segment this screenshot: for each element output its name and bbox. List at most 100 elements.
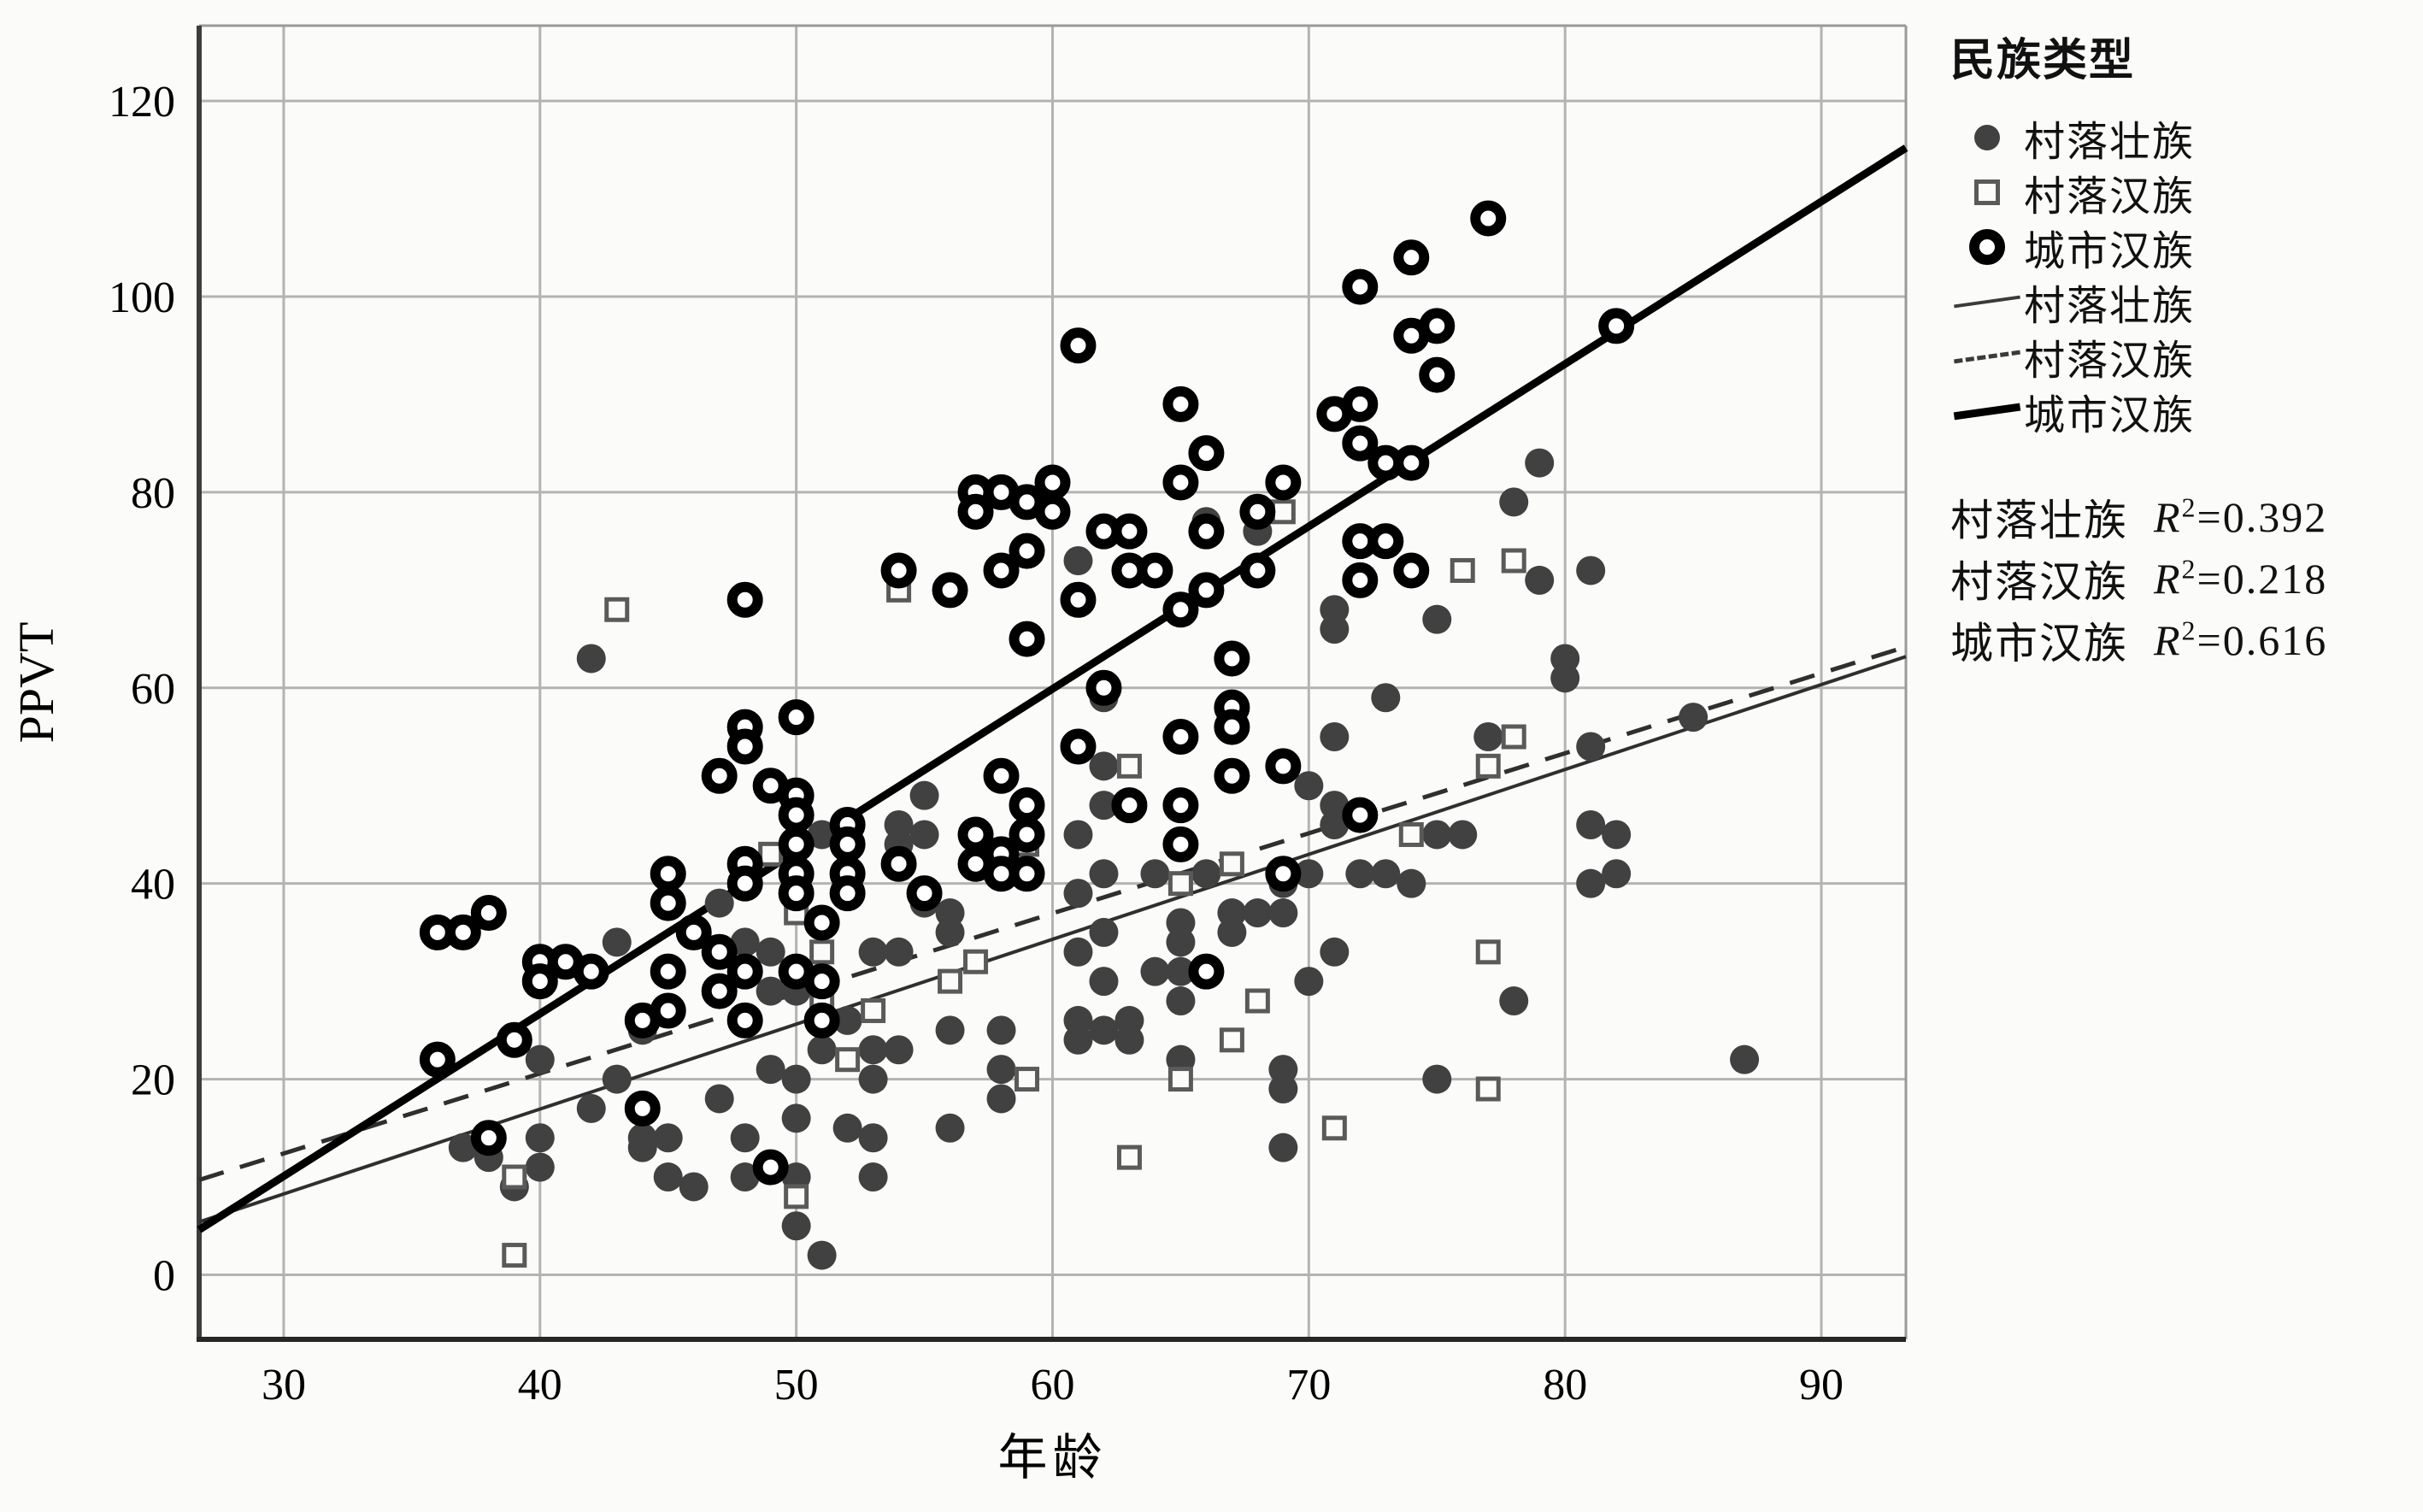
y-tick-label: 120 <box>109 78 175 126</box>
data-point-bold-circle <box>752 1149 789 1185</box>
r2-value: =0.218 <box>2197 555 2328 603</box>
data-point-filled-circle <box>602 927 632 957</box>
data-point-bold-circle <box>1162 826 1199 862</box>
r2-row-urban-han: 城市汉族 R2=0.616 <box>1950 609 2416 671</box>
data-point-bold-circle <box>573 953 609 990</box>
y-tick-label: 20 <box>131 1056 175 1105</box>
data-point-filled-circle <box>679 1172 709 1202</box>
data-point-bold-circle <box>1060 581 1097 618</box>
data-point-filled-circle <box>602 1064 632 1094</box>
data-point-bold-circle <box>726 865 763 902</box>
data-point-bold-circle <box>419 1041 456 1078</box>
data-point-bold-circle <box>675 914 712 950</box>
data-point-bold-circle <box>1393 239 1430 276</box>
data-point-filled-circle <box>884 937 914 967</box>
data-point-open-square <box>1450 557 1475 583</box>
data-point-bold-circle <box>1009 856 1045 892</box>
data-point-filled-circle <box>884 1035 914 1065</box>
data-point-bold-circle <box>829 826 866 862</box>
data-point-bold-circle <box>1393 552 1430 589</box>
data-point-open-square <box>1244 988 1270 1014</box>
data-point-bold-circle <box>701 933 738 970</box>
data-point-filled-circle <box>781 1103 811 1133</box>
legend-item-label: 城市汉族 <box>2024 229 2196 274</box>
bold-open-circle-icon <box>1950 229 2024 265</box>
x-tick-label: 90 <box>1799 1361 1844 1409</box>
legend-title: 民族类型 <box>1950 37 2136 85</box>
legend-item-urban-han-line: 城市汉族 <box>1950 384 2416 438</box>
data-point-filled-circle <box>1166 956 1196 986</box>
data-point-filled-circle <box>1268 1133 1298 1162</box>
data-point-open-square <box>861 997 886 1023</box>
y-tick-label: 100 <box>109 274 175 322</box>
plot-frame <box>197 24 1908 1342</box>
data-point-filled-circle <box>1191 859 1221 889</box>
r-superscript: 2 <box>2181 491 2197 523</box>
scatter-series-bold-open-circle <box>419 200 1635 1185</box>
data-point-bold-circle <box>1214 640 1250 677</box>
data-point-bold-circle <box>1342 425 1379 462</box>
data-point-bold-circle <box>726 728 763 765</box>
data-point-filled-circle <box>1576 556 1606 585</box>
dashed-line-icon <box>1950 350 2024 363</box>
data-point-bold-circle <box>1188 435 1225 472</box>
legend-item-label: 村落壮族 <box>2024 284 2196 329</box>
data-point-bold-circle <box>983 552 1020 589</box>
data-point-bold-circle <box>1137 552 1173 589</box>
legend-item-label: 城市汉族 <box>2024 393 2196 438</box>
data-point-filled-circle <box>1525 448 1555 478</box>
data-point-filled-circle <box>858 1123 888 1153</box>
data-point-filled-circle <box>704 1084 734 1114</box>
data-point-open-square <box>1475 1076 1501 1102</box>
data-point-open-square <box>1321 1115 1347 1141</box>
data-point-filled-circle <box>986 1055 1016 1085</box>
data-point-filled-circle <box>807 820 837 850</box>
data-point-filled-circle <box>1320 722 1350 752</box>
data-point-bold-circle <box>1393 444 1430 481</box>
data-point-filled-circle <box>909 780 939 810</box>
data-point-filled-circle <box>1243 898 1273 928</box>
data-point-bold-circle <box>1111 787 1148 824</box>
data-point-filled-circle <box>1089 1015 1119 1045</box>
data-point-open-square <box>784 1184 809 1209</box>
data-point-bold-circle <box>1009 816 1045 853</box>
data-point-filled-circle <box>704 888 734 918</box>
data-point-bold-circle <box>624 1090 661 1127</box>
data-point-filled-circle <box>832 1005 862 1035</box>
data-point-filled-circle <box>576 1093 606 1123</box>
data-point-filled-circle <box>627 1133 657 1162</box>
open-square-icon <box>1950 179 2024 205</box>
data-point-bold-circle <box>1214 757 1250 794</box>
data-point-filled-circle <box>1422 1064 1452 1094</box>
data-point-bold-circle <box>803 1002 840 1038</box>
r-superscript: 2 <box>2181 615 2197 646</box>
data-point-bold-circle <box>726 1002 763 1038</box>
r-squared-annotations: 村落壮族 R2=0.392 村落汉族 R2=0.218 城市汉族 R2=0.61… <box>1950 486 2416 671</box>
data-point-open-square <box>1219 1027 1244 1053</box>
data-point-bold-circle <box>1009 621 1045 657</box>
data-point-filled-circle <box>653 1162 683 1192</box>
data-point-open-square <box>604 597 630 622</box>
data-point-bold-circle <box>1009 532 1045 569</box>
data-point-bold-circle <box>1265 748 1302 785</box>
data-point-filled-circle <box>1422 604 1452 634</box>
data-point-filled-circle <box>1422 820 1452 850</box>
data-point-bold-circle <box>726 953 763 990</box>
data-point-filled-circle <box>986 1015 1016 1045</box>
data-point-bold-circle <box>1162 591 1199 628</box>
data-point-filled-circle <box>1089 917 1119 947</box>
data-point-filled-circle <box>1268 898 1298 928</box>
data-point-bold-circle <box>778 699 815 736</box>
scatter-series-filled-circle <box>448 448 1760 1270</box>
data-point-filled-circle <box>1576 868 1606 898</box>
data-point-bold-circle <box>1009 787 1045 824</box>
data-point-filled-circle <box>730 1123 760 1153</box>
data-point-bold-circle <box>1162 464 1199 501</box>
x-tick-label: 80 <box>1543 1361 1587 1409</box>
data-point-filled-circle <box>1089 751 1119 781</box>
data-point-bold-circle <box>1162 719 1199 756</box>
data-point-bold-circle <box>1060 728 1097 765</box>
data-point-bold-circle <box>1265 464 1302 501</box>
data-point-filled-circle <box>1525 565 1555 595</box>
